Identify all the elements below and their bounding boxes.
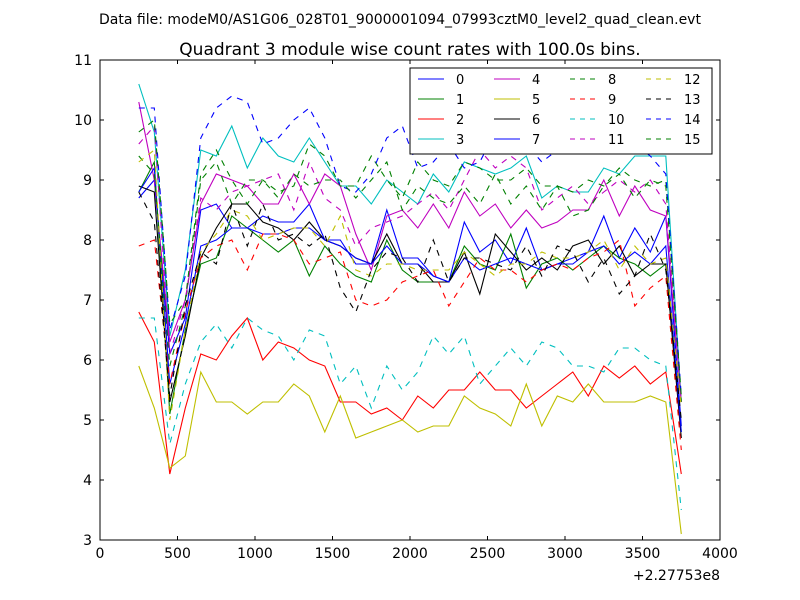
- series-line-14: [138, 95, 682, 397]
- legend-label: 0: [456, 73, 464, 88]
- chart-suptitle: Data file: modeM0/AS1G06_028T01_90000010…: [99, 12, 701, 28]
- y-tick-label: 6: [83, 353, 92, 369]
- series-line-12: [138, 148, 682, 421]
- x-tick-label: 3500: [625, 546, 661, 562]
- x-tick-label: 3000: [547, 546, 583, 562]
- plot-frame: [99, 59, 721, 541]
- series-line-1: [138, 159, 682, 433]
- y-tick-label: 10: [74, 113, 92, 129]
- x-tick-label: 1500: [315, 546, 351, 562]
- series-line-13: [138, 191, 682, 421]
- series-lines: [138, 83, 682, 535]
- legend-label: 12: [684, 73, 701, 88]
- series-line-7: [138, 166, 682, 433]
- legend-label: 14: [684, 113, 701, 128]
- y-tick-label: 8: [83, 233, 92, 249]
- y-tick-label: 5: [83, 413, 92, 429]
- y-tick-label: 9: [83, 173, 92, 189]
- series-line-10: [138, 317, 682, 511]
- x-tick-label: 4000: [702, 546, 738, 562]
- axis-ticks: 0 500 1000 1500 2000 2500 3000 3500 4000 3 4 5 6 7 8 9 1…: [74, 53, 738, 562]
- series-line-4: [138, 101, 682, 403]
- series-line-0: [138, 178, 682, 427]
- legend-label: 2: [456, 113, 464, 128]
- x-tick-label: 500: [164, 546, 191, 562]
- y-tick-label: 7: [83, 293, 92, 309]
- legend-label: 3: [456, 133, 464, 148]
- y-tick-label: 4: [83, 473, 92, 489]
- legend-label: 8: [608, 73, 616, 88]
- legend-label: 9: [608, 93, 616, 108]
- chart-title: Quadrant 3 module wise count rates with …: [179, 40, 640, 60]
- legend-frame: [409, 67, 713, 155]
- legend-label: 5: [532, 93, 540, 108]
- series-line-11: [138, 124, 682, 403]
- series-line-2: [138, 311, 682, 475]
- legend-label: 13: [684, 93, 701, 108]
- legend-label: 6: [532, 113, 540, 128]
- series-line-9: [138, 233, 682, 451]
- legend-label: 7: [532, 133, 540, 148]
- series-line-8: [138, 143, 682, 403]
- series-line-3: [138, 83, 682, 403]
- x-tick-label: 1000: [237, 546, 273, 562]
- series-line-5: [138, 365, 682, 535]
- x-tick-label: 0: [96, 546, 105, 562]
- y-tick-label: 11: [74, 53, 92, 69]
- y-tick-label: 3: [83, 533, 92, 549]
- legend-label: 11: [608, 133, 625, 148]
- legend-label: 10: [608, 113, 625, 128]
- x-offset-label: +2.27753e8: [633, 568, 720, 584]
- x-tick-label: 2000: [392, 546, 428, 562]
- series-line-15: [138, 118, 682, 397]
- legend-label: 15: [684, 133, 701, 148]
- legend-label: 1: [456, 93, 464, 108]
- x-tick-label: 2500: [470, 546, 506, 562]
- legend-label: 4: [532, 73, 540, 88]
